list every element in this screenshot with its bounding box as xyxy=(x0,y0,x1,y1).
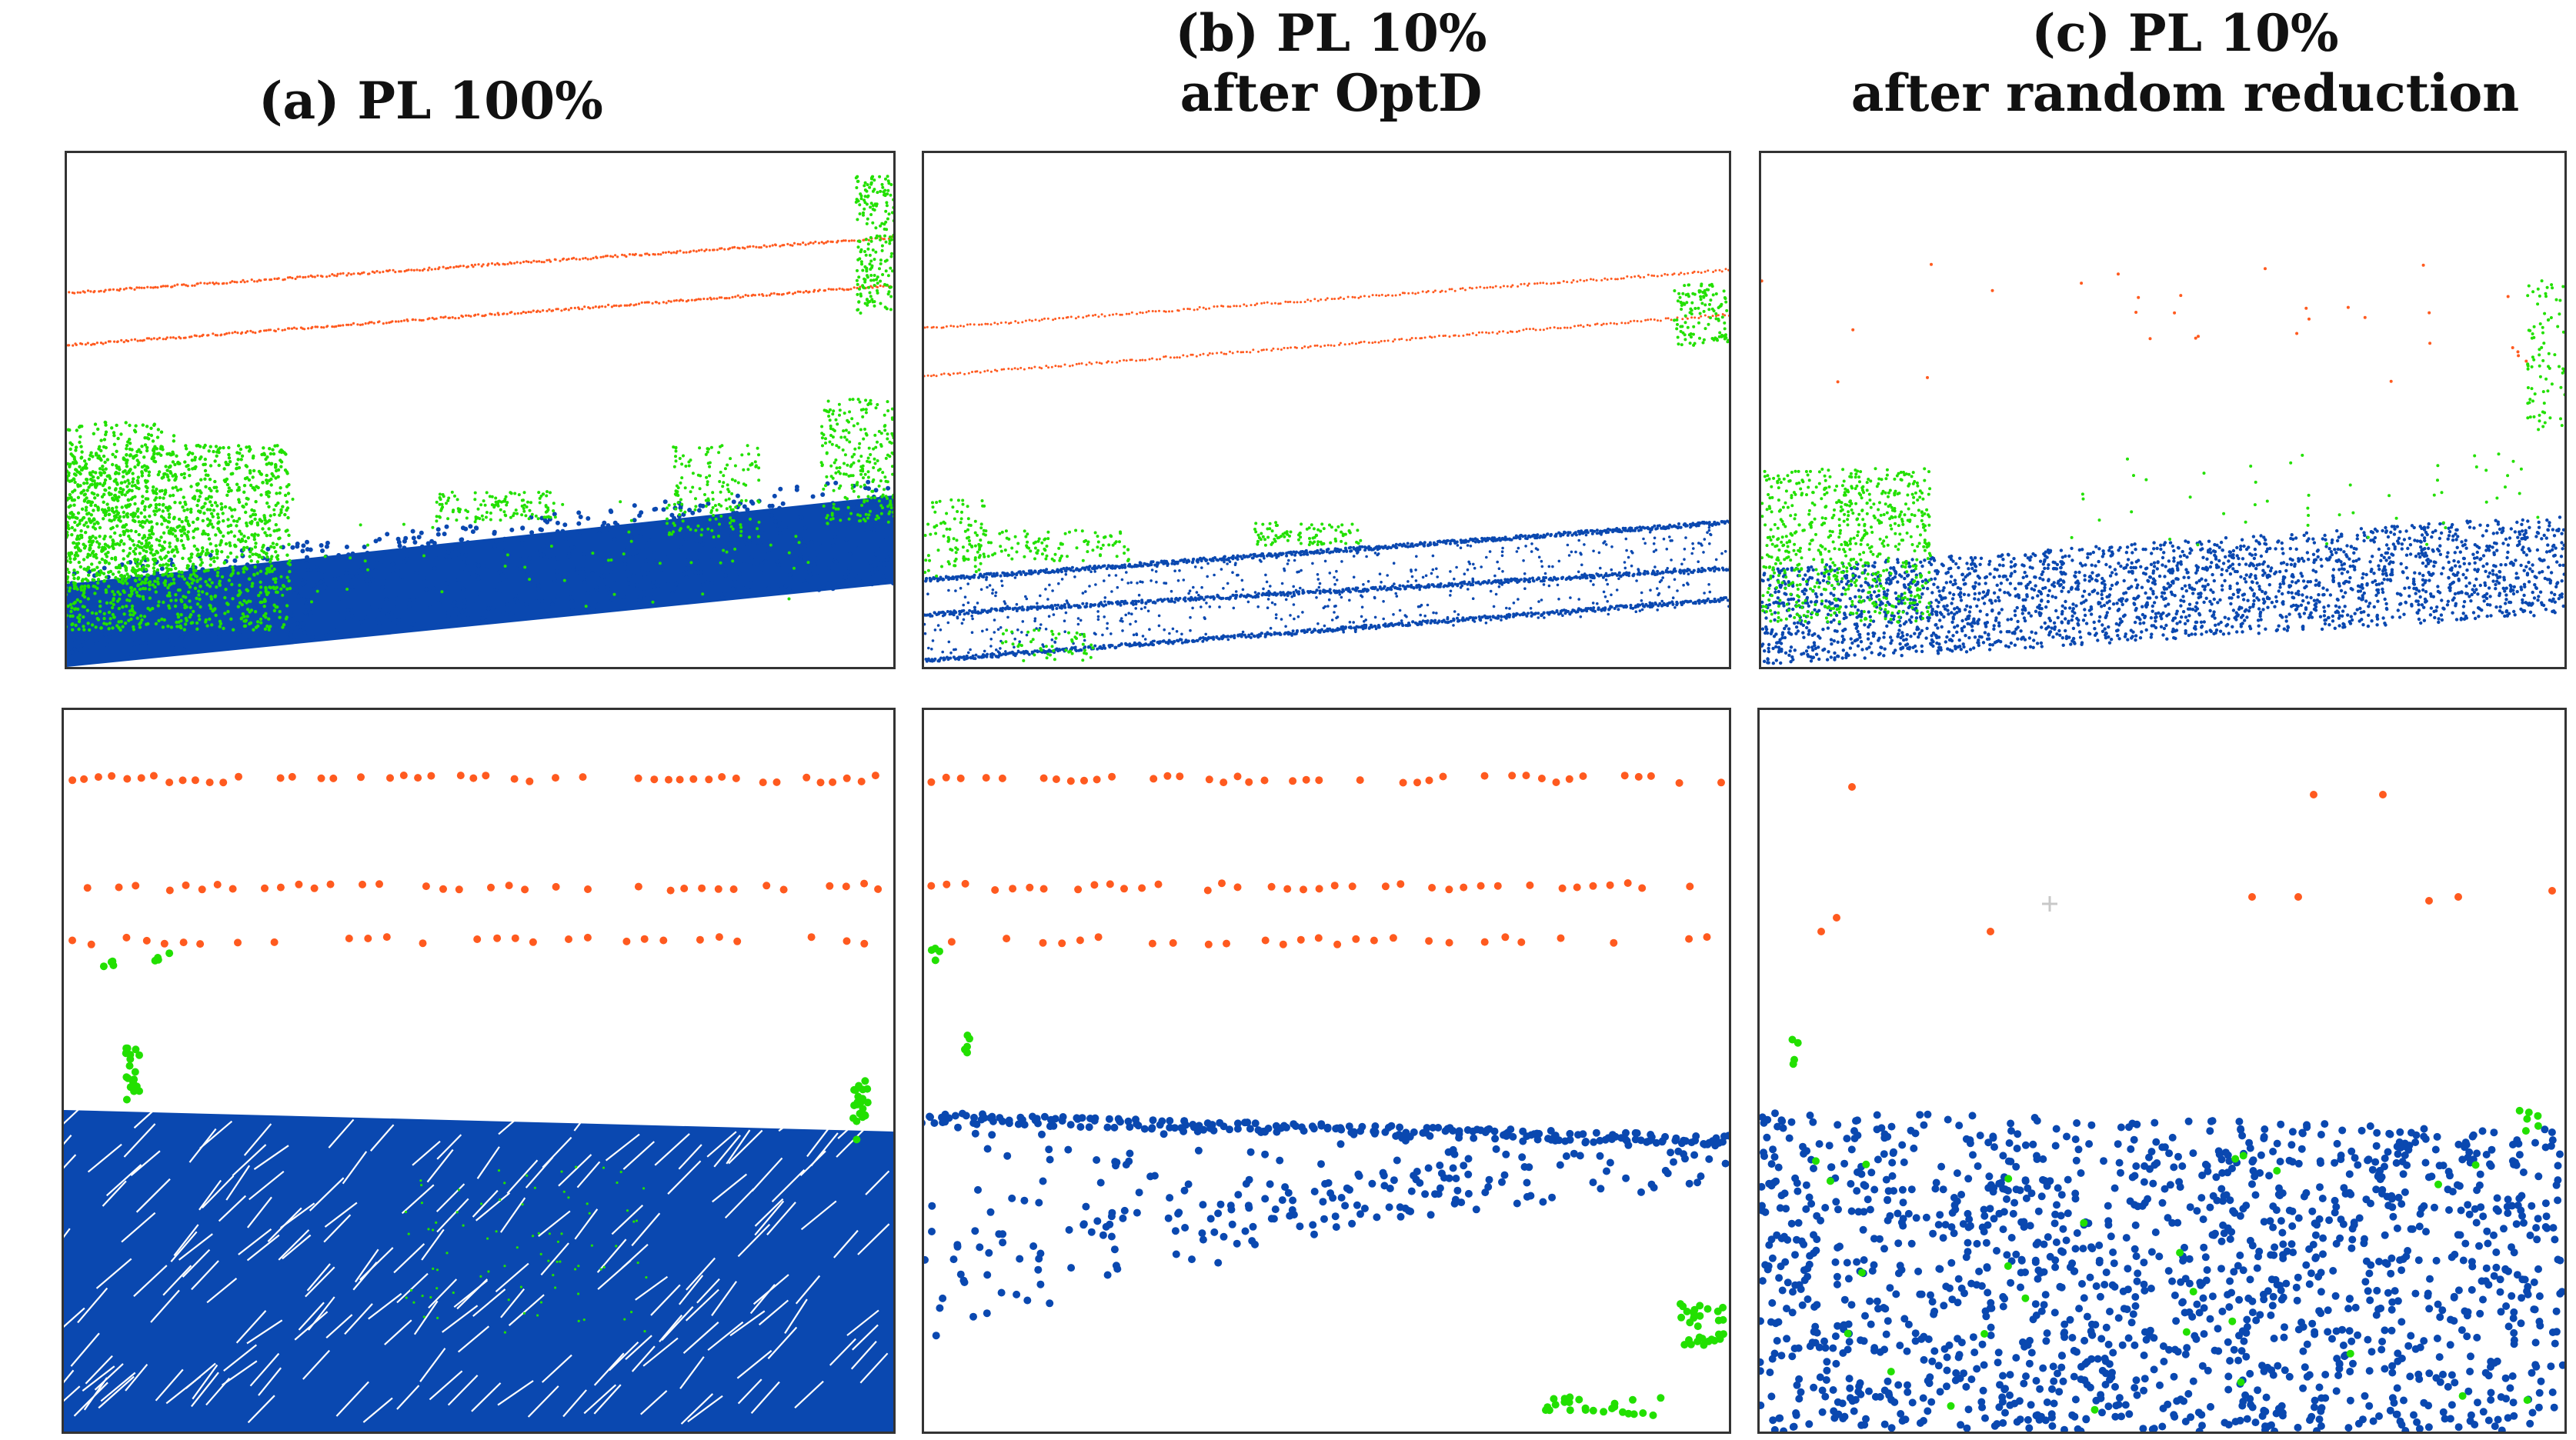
title-b: (b) PL 10% after OptD xyxy=(885,3,1777,123)
pointcloud-b-overview xyxy=(924,268,1729,663)
title-b-line2: after OptD xyxy=(1180,63,1483,123)
pointcloud-a-overview xyxy=(67,175,893,667)
pointcloud-c-overview xyxy=(1761,262,2564,665)
panel-b-detail xyxy=(922,708,1731,1434)
pointcloud-b-detail xyxy=(924,772,1729,1419)
panel-c-overview xyxy=(1759,151,2567,669)
title-b-line1: (b) PL 10% xyxy=(1175,3,1487,63)
title-c-line1: (c) PL 10% xyxy=(2031,3,2339,63)
title-c-line2: after random reduction xyxy=(1850,63,2520,123)
pointcloud-c-detail xyxy=(1760,783,2564,1432)
title-a: (a) PL 100% xyxy=(0,71,877,131)
panel-a-overview xyxy=(65,151,896,669)
pointcloud-a-detail xyxy=(64,772,893,1432)
panel-c-detail xyxy=(1757,708,2567,1434)
panel-b-overview xyxy=(922,151,1731,669)
title-a-line1: (a) PL 100% xyxy=(259,71,603,131)
panel-a-detail xyxy=(62,708,896,1434)
title-c: (c) PL 10% after random reduction xyxy=(1739,3,2576,123)
